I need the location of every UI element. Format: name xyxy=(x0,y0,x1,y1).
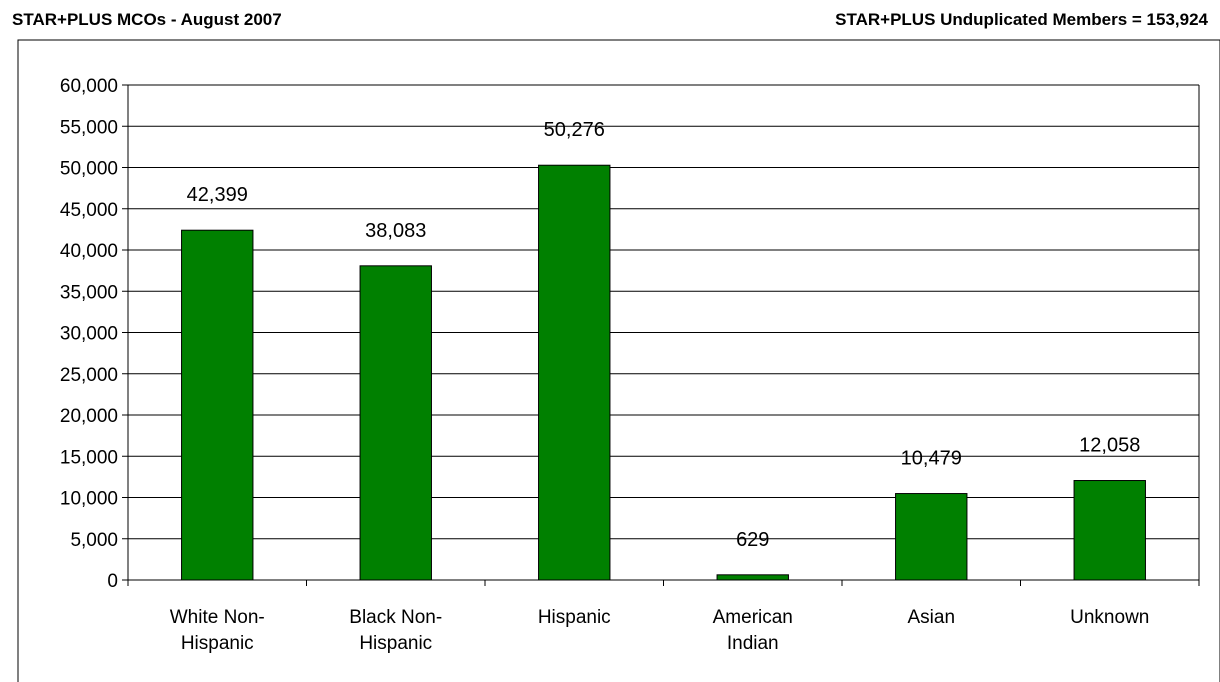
x-category-label: Hispanic xyxy=(181,633,254,654)
y-tick-label: 55,000 xyxy=(60,117,118,138)
y-tick-label: 15,000 xyxy=(60,447,118,468)
bar xyxy=(359,265,432,581)
chart-header-left: STAR+PLUS MCOs - August 2007 xyxy=(12,10,282,29)
y-tick-label: 25,000 xyxy=(60,365,118,386)
bar-value-label: 38,083 xyxy=(365,220,426,242)
bar-value-label: 42,399 xyxy=(187,184,248,206)
x-category-label: Black Non- xyxy=(349,607,442,628)
bar-value-label: 12,058 xyxy=(1079,435,1140,457)
bar-value-label: 50,276 xyxy=(544,119,605,141)
y-tick-label: 45,000 xyxy=(60,200,118,221)
y-tick-label: 10,000 xyxy=(60,489,118,510)
bar xyxy=(1073,480,1146,581)
y-tick-label: 40,000 xyxy=(60,241,118,262)
x-category-label: Unknown xyxy=(1070,607,1149,628)
y-tick-label: 5,000 xyxy=(70,530,118,551)
chart-header-right: STAR+PLUS Unduplicated Members = 153,924 xyxy=(835,10,1208,29)
bar xyxy=(538,164,611,581)
y-tick-label: 30,000 xyxy=(60,324,118,345)
bar xyxy=(895,493,968,581)
bar-value-label: 10,479 xyxy=(901,448,962,470)
y-tick-label: 0 xyxy=(107,571,118,592)
chart-frame xyxy=(17,39,1220,682)
y-tick-label: 20,000 xyxy=(60,406,118,427)
x-category-label: Hispanic xyxy=(538,607,611,628)
bar-value-label: 629 xyxy=(736,529,769,551)
x-category-label: Indian xyxy=(727,633,779,654)
bar xyxy=(716,574,789,581)
x-category-label: American xyxy=(713,607,793,628)
x-category-label: Hispanic xyxy=(359,633,432,654)
x-category-label: White Non- xyxy=(170,607,265,628)
y-tick-label: 35,000 xyxy=(60,282,118,303)
x-category-label: Asian xyxy=(907,607,955,628)
y-tick-label: 50,000 xyxy=(60,159,118,180)
bar xyxy=(181,229,254,581)
y-tick-label: 60,000 xyxy=(60,76,118,97)
